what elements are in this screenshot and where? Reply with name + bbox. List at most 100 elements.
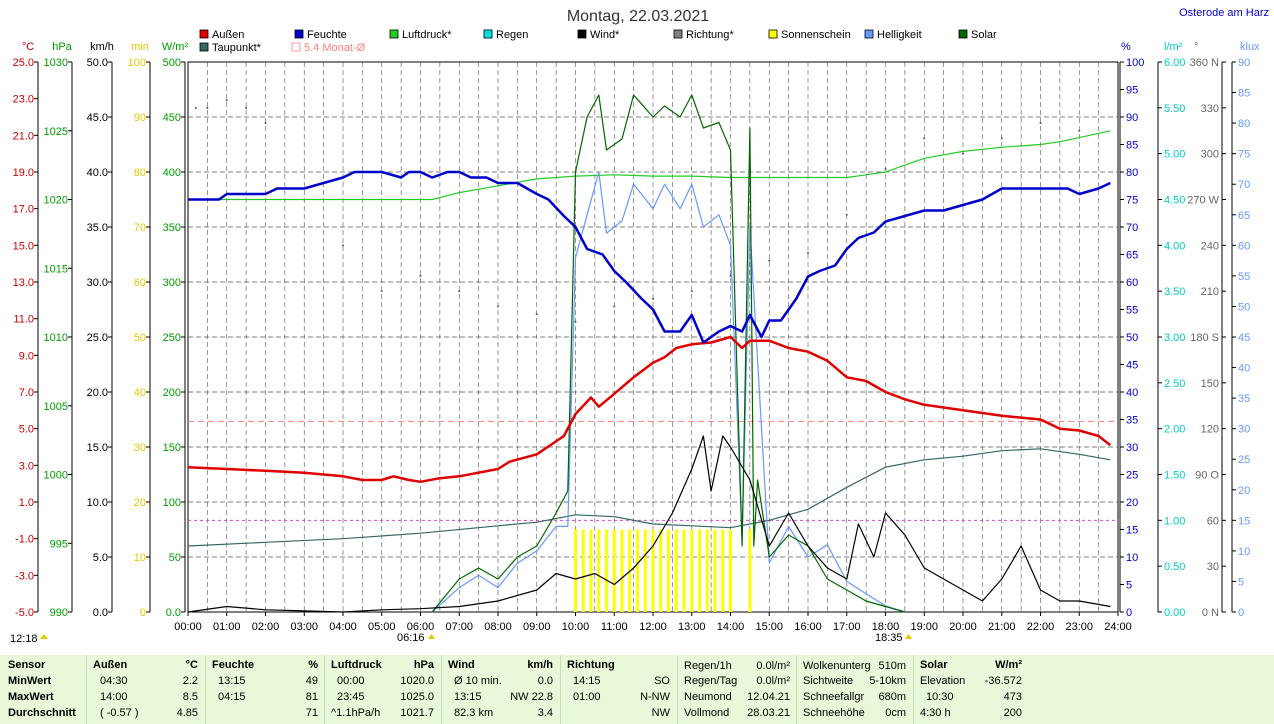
left-axis-tick-label: 9.0 bbox=[19, 350, 34, 362]
header-wind: Wind bbox=[448, 659, 475, 671]
left-axis-tick-label: 20.0 bbox=[87, 387, 108, 399]
sunset-label: 18:35 bbox=[875, 632, 903, 644]
luftdruck-max-time: 23:45 bbox=[337, 691, 365, 703]
aussen-min-time: 04:30 bbox=[100, 675, 128, 687]
feuchte-max-time: 04:15 bbox=[218, 691, 246, 703]
right-axis-tick-label: 6.00 bbox=[1164, 57, 1185, 69]
aussen-max-time: 14:00 bbox=[100, 691, 128, 703]
header-solar: Solar bbox=[920, 659, 948, 671]
direction-point bbox=[206, 106, 209, 109]
left-axis-tick-label: 40.0 bbox=[87, 167, 108, 179]
left-axis-tick-label: 200 bbox=[163, 387, 181, 399]
right-axis-tick-label: 50 bbox=[1126, 332, 1138, 344]
direction-point bbox=[419, 274, 422, 277]
left-axis-tick-label: 15.0 bbox=[13, 240, 34, 252]
direction-point bbox=[845, 213, 848, 216]
left-axis-tick-label: 11.0 bbox=[13, 314, 34, 326]
direction-point bbox=[1039, 122, 1042, 125]
x-axis-tick-label: 13:00 bbox=[678, 621, 706, 633]
x-axis-tick-label: 07:00 bbox=[445, 621, 473, 633]
left-axis-tick-label: 7.0 bbox=[19, 387, 34, 399]
right-axis-tick-label: 10 bbox=[1126, 552, 1138, 564]
right-axis-tick-label: 40 bbox=[1238, 363, 1250, 375]
left-axis-tick-label: 400 bbox=[163, 167, 181, 179]
left-axis-tick-label: 100 bbox=[163, 497, 181, 509]
left-axis-tick-label: 60 bbox=[134, 277, 146, 289]
sunrise-label: 06:16 bbox=[397, 632, 425, 644]
right-axis-tick-label: 20 bbox=[1238, 485, 1250, 497]
right-axis-tick-label: 0.50 bbox=[1164, 561, 1185, 573]
luftdruck-avg-value: 1021.7 bbox=[400, 707, 434, 719]
aussen-avg-time: ( -0.57 ) bbox=[100, 707, 139, 719]
luftdruck-max-value: 1025.0 bbox=[400, 691, 434, 703]
solar-max-time: 10:30 bbox=[926, 691, 954, 703]
right-axis-tick-label: 90 bbox=[1126, 112, 1138, 124]
direction-point bbox=[342, 244, 344, 247]
left-axis-unit: hPa bbox=[52, 41, 72, 53]
left-axis-tick-label: 50.0 bbox=[87, 57, 108, 69]
legend-swatch bbox=[389, 29, 399, 39]
right-axis-tick-label: 10 bbox=[1238, 546, 1250, 558]
left-axis-tick-label: 5.0 bbox=[93, 552, 108, 564]
left-axis-tick-label: 10.0 bbox=[87, 497, 108, 509]
direction-point bbox=[884, 167, 887, 170]
right-axis-tick-label: 75 bbox=[1126, 195, 1138, 207]
row-label-max: MaxWert bbox=[8, 691, 54, 703]
regen-1h-value: 0.0l/m² bbox=[756, 660, 790, 672]
left-axis-tick-label: 50 bbox=[169, 552, 181, 564]
x-axis-tick-label: 10:00 bbox=[562, 621, 590, 633]
sichtweite-value: 5-10km bbox=[869, 675, 906, 687]
header-wind-unit: km/h bbox=[527, 659, 553, 671]
right-axis-tick-label: 60 bbox=[1207, 515, 1219, 527]
right-axis-tick-label: 5.50 bbox=[1164, 103, 1185, 115]
x-axis-tick-label: 02:00 bbox=[252, 621, 280, 633]
right-axis-tick-label: 30 bbox=[1207, 561, 1219, 573]
right-axis-tick-label: 90 O bbox=[1195, 470, 1219, 482]
right-axis-tick-label: 85 bbox=[1126, 140, 1138, 152]
header-feuchte: Feuchte bbox=[212, 659, 255, 671]
x-axis-tick-label: 04:00 bbox=[329, 621, 357, 633]
legend-swatch bbox=[294, 29, 304, 39]
legend-label: Solar bbox=[971, 29, 997, 41]
direction-point bbox=[923, 137, 926, 140]
right-axis-tick-label: 35 bbox=[1238, 393, 1250, 405]
wind-max-time: 13:15 bbox=[454, 691, 482, 703]
left-axis-tick-label: 35.0 bbox=[87, 222, 108, 234]
left-axis-unit: km/h bbox=[90, 41, 114, 53]
right-axis-tick-label: 70 bbox=[1238, 179, 1250, 191]
left-axis-tick-label: 10 bbox=[134, 552, 146, 564]
schneehoehe-value: 0cm bbox=[885, 707, 906, 719]
sunrise-icon bbox=[428, 634, 435, 639]
legend-swatch bbox=[577, 29, 587, 39]
wind-distance: 82.3 km bbox=[454, 707, 494, 719]
direction-point bbox=[194, 106, 197, 109]
left-axis-tick-label: 15.0 bbox=[87, 442, 108, 454]
right-axis-tick-label: 4.50 bbox=[1164, 195, 1185, 207]
left-axis-tick-label: -1.0 bbox=[15, 534, 34, 546]
right-axis-tick-label: 270 W bbox=[1187, 195, 1219, 207]
left-axis-tick-label: 19.0 bbox=[13, 167, 34, 179]
direction-point bbox=[768, 259, 771, 262]
left-axis-tick-label: 17.0 bbox=[13, 204, 34, 216]
left-axis-unit: W/m² bbox=[162, 41, 189, 53]
series-line-solar bbox=[431, 94, 906, 613]
direction-point bbox=[652, 297, 654, 300]
left-axis-tick-label: 0.0 bbox=[166, 607, 181, 619]
right-axis-tick-label: 3.00 bbox=[1164, 332, 1185, 344]
left-axis-tick-label: 50 bbox=[134, 332, 146, 344]
x-axis-tick-label: 24:00 bbox=[1104, 621, 1132, 633]
legend-swatch bbox=[199, 42, 209, 52]
right-axis-tick-label: 75 bbox=[1238, 149, 1250, 161]
aussen-avg-value: 4.85 bbox=[176, 707, 198, 719]
feuchte-min-time: 13:15 bbox=[218, 675, 246, 687]
legend-swatch bbox=[768, 29, 778, 39]
row-label-avg: Durchschnitt bbox=[8, 707, 76, 719]
left-axis-tick-label: 45.0 bbox=[87, 112, 108, 124]
left-axis-tick-label: 20 bbox=[134, 497, 146, 509]
left-axis-tick-label: 80 bbox=[134, 167, 146, 179]
left-axis-tick-label: 250 bbox=[163, 332, 181, 344]
wolkenunterg-label: Wolkenunterg bbox=[803, 660, 871, 672]
right-axis-tick-label: 70 bbox=[1126, 222, 1138, 234]
right-axis-tick-label: 180 S bbox=[1190, 332, 1219, 344]
x-axis-tick-label: 15:00 bbox=[755, 621, 783, 633]
